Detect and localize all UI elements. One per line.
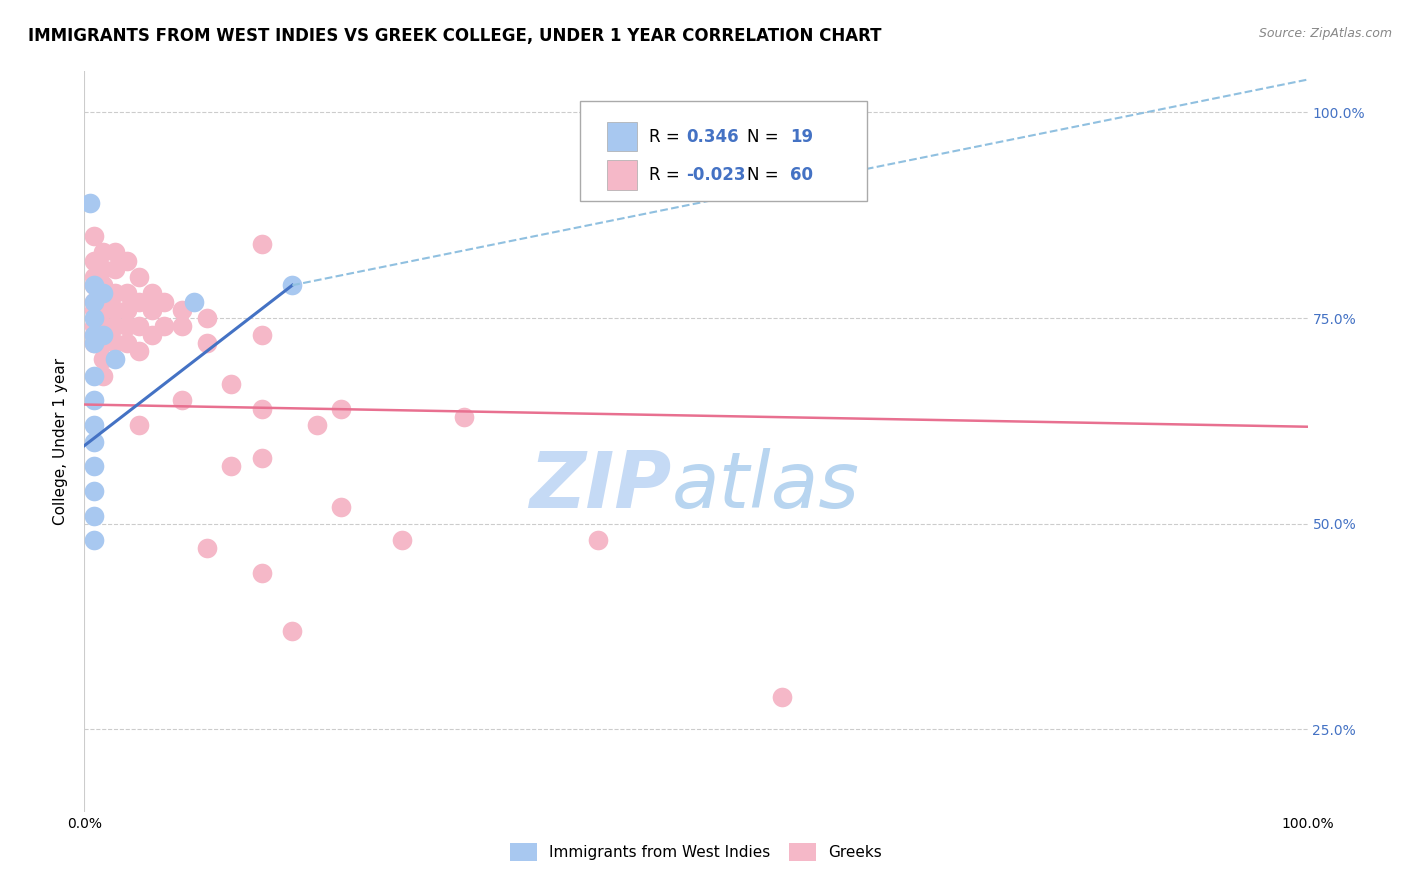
Point <box>104 302 127 317</box>
Point <box>330 500 353 515</box>
Point <box>79 196 101 211</box>
Point <box>172 302 194 317</box>
Text: R =: R = <box>650 166 690 184</box>
Point <box>83 533 105 548</box>
Text: Source: ZipAtlas.com: Source: ZipAtlas.com <box>1258 27 1392 40</box>
Point <box>83 418 105 433</box>
Point <box>83 270 105 285</box>
Point <box>91 286 114 301</box>
Point <box>586 533 609 548</box>
Point <box>250 401 273 416</box>
Point <box>83 393 105 408</box>
Point <box>83 294 105 309</box>
Point <box>141 327 163 342</box>
Point <box>141 286 163 301</box>
Point <box>172 319 194 334</box>
FancyBboxPatch shape <box>579 101 868 201</box>
Point <box>250 237 273 252</box>
Point <box>104 319 127 334</box>
Text: -0.023: -0.023 <box>686 166 745 184</box>
Point <box>128 319 150 334</box>
Point <box>91 368 114 383</box>
Point <box>83 459 105 474</box>
Point <box>153 319 176 334</box>
Text: N =: N = <box>748 128 790 145</box>
Text: 60: 60 <box>790 166 813 184</box>
Point <box>115 335 138 350</box>
Point <box>83 278 105 293</box>
Text: R =: R = <box>650 128 690 145</box>
Point <box>83 335 105 350</box>
Point <box>83 327 105 342</box>
Point <box>250 450 273 465</box>
Point <box>115 319 138 334</box>
Text: atlas: atlas <box>672 448 859 524</box>
Point <box>83 311 105 326</box>
Point <box>91 278 114 293</box>
Text: IMMIGRANTS FROM WEST INDIES VS GREEK COLLEGE, UNDER 1 YEAR CORRELATION CHART: IMMIGRANTS FROM WEST INDIES VS GREEK COL… <box>28 27 882 45</box>
Point <box>91 302 114 317</box>
Point <box>91 319 114 334</box>
Point <box>104 286 127 301</box>
Point <box>128 418 150 433</box>
Point <box>115 253 138 268</box>
Point <box>83 319 105 334</box>
Text: ZIP: ZIP <box>529 448 672 524</box>
FancyBboxPatch shape <box>606 121 637 152</box>
Point <box>305 418 328 433</box>
Point <box>281 278 304 293</box>
Point <box>83 483 105 498</box>
Point <box>83 434 105 449</box>
Point <box>91 261 114 276</box>
Point <box>128 270 150 285</box>
Text: 19: 19 <box>790 128 813 145</box>
Text: 0.346: 0.346 <box>686 128 738 145</box>
Point <box>83 508 105 523</box>
Point <box>172 393 194 408</box>
Point <box>83 278 105 293</box>
Point <box>91 294 114 309</box>
Point <box>391 533 413 548</box>
Point <box>183 294 205 309</box>
Point <box>104 261 127 276</box>
Point <box>83 294 105 309</box>
Point <box>83 327 105 342</box>
Point <box>115 302 138 317</box>
Point <box>153 294 176 309</box>
Point <box>83 368 105 383</box>
Point <box>128 294 150 309</box>
Y-axis label: College, Under 1 year: College, Under 1 year <box>53 358 69 525</box>
Point <box>219 376 242 391</box>
Point <box>104 352 127 367</box>
Point <box>91 352 114 367</box>
Point <box>141 302 163 317</box>
Point <box>115 286 138 301</box>
FancyBboxPatch shape <box>606 161 637 190</box>
Point <box>250 566 273 581</box>
Text: N =: N = <box>748 166 790 184</box>
Point <box>250 327 273 342</box>
Point <box>91 245 114 260</box>
Point <box>83 253 105 268</box>
Point <box>195 541 218 556</box>
Point <box>83 302 105 317</box>
Point <box>104 245 127 260</box>
Point <box>281 624 304 638</box>
Point <box>219 459 242 474</box>
Point <box>453 409 475 424</box>
Point <box>83 228 105 243</box>
Point <box>91 335 114 350</box>
Point <box>91 327 114 342</box>
Point <box>195 335 218 350</box>
Point <box>330 401 353 416</box>
Point <box>83 335 105 350</box>
Legend: Immigrants from West Indies, Greeks: Immigrants from West Indies, Greeks <box>503 838 889 867</box>
Point <box>104 335 127 350</box>
Point <box>770 690 793 704</box>
Point <box>195 311 218 326</box>
Point <box>128 344 150 359</box>
